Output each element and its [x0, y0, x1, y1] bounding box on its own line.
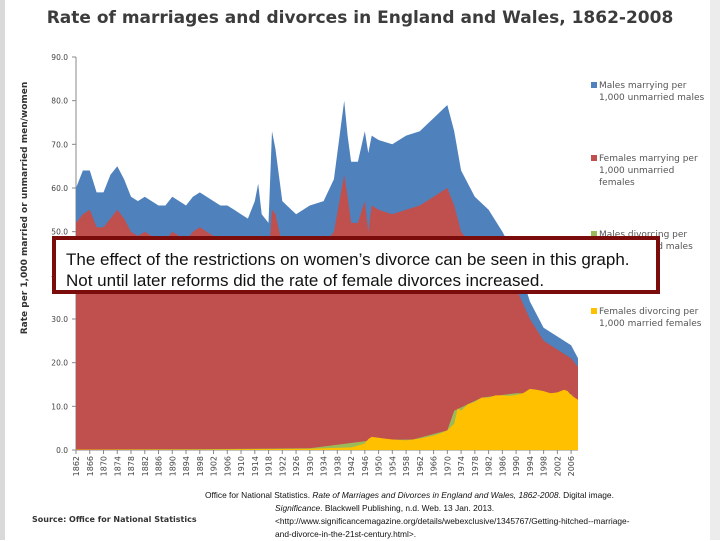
y-tick-label: 70.0	[51, 140, 68, 149]
x-tick-label: 1862	[72, 456, 81, 476]
legend-text: 1,000 married females	[599, 319, 702, 329]
y-tick-label: 10.0	[51, 402, 68, 411]
callout-line-1: The effect of the restrictions on women’…	[66, 250, 630, 269]
x-tick-label: 1866	[86, 456, 95, 476]
legend-text: 1,000 unmarried	[599, 166, 675, 176]
x-tick-label: 1986	[498, 456, 507, 476]
x-tick-label: 1882	[141, 456, 150, 476]
citation-line-1: Office for National Statistics. Rate of …	[205, 489, 715, 502]
x-tick-label: 1934	[320, 456, 329, 476]
y-tick-label: 0.0	[56, 446, 68, 455]
series-area-3	[76, 388, 578, 450]
x-tick-label: 1966	[430, 456, 439, 476]
x-tick-label: 1938	[333, 456, 342, 476]
x-tick-label: 1958	[402, 456, 411, 476]
legend-swatch-green	[591, 231, 597, 237]
y-tick-label: 90.0	[51, 53, 68, 62]
x-tick-label: 2002	[553, 456, 562, 476]
legend-swatch-blue	[591, 82, 597, 88]
x-tick-label: 1990	[512, 456, 521, 476]
x-tick-label: 1950	[375, 456, 384, 476]
x-tick-label: 1898	[196, 456, 205, 476]
x-tick-label: 1894	[182, 456, 191, 476]
citation-author: Office for National Statistics.	[205, 490, 313, 500]
citation-line-2: Significance. Blackwell Publishing, n.d.…	[205, 502, 715, 515]
x-tick-label: 1946	[361, 456, 370, 476]
legend-text: females	[599, 178, 635, 188]
x-tick-label: 1930	[306, 456, 315, 476]
callout-box: The effect of the restrictions on women’…	[52, 236, 660, 294]
x-tick-label: 1874	[113, 456, 122, 476]
chart-title: Rate of marriages and divorces in Englan…	[46, 8, 674, 28]
citation-line-4: and-divorce-in-the-21st-century.html>.	[275, 529, 417, 539]
citation-title: Rate of Marriages and Divorces in Englan…	[312, 490, 559, 500]
x-tick-label: 1906	[223, 456, 232, 476]
x-tick-label: 1926	[292, 456, 301, 476]
citation: Office for National Statistics. Rate of …	[205, 489, 715, 541]
legend-item-females-divorcing: Females divorcing per 1,000 married fema…	[591, 306, 702, 330]
x-tick-label: 1918	[265, 456, 274, 476]
x-tick-label: 2006	[567, 456, 576, 476]
left-border	[0, 0, 5, 540]
x-tick-label: 1878	[127, 456, 136, 476]
legend-text: 1,000 unmarried males	[599, 93, 705, 103]
callout-line-2: Not until later reforms did the rate of …	[66, 271, 545, 290]
x-tick-label: 1922	[278, 456, 287, 476]
x-tick-label: 1970	[443, 456, 452, 476]
x-tick-label: 1886	[155, 456, 164, 476]
right-border	[710, 0, 720, 540]
x-tick-label: 1914	[251, 456, 260, 476]
y-tick-label: 30.0	[51, 315, 68, 324]
legend-swatch-yellow	[591, 308, 597, 314]
x-tick-label: 1994	[526, 456, 535, 476]
x-tick-label: 1902	[210, 456, 219, 476]
legend-text: Females divorcing per	[599, 307, 699, 317]
x-tick-label: 1974	[457, 456, 466, 476]
x-tick-label: 1962	[416, 456, 425, 476]
x-tick-label: 1982	[485, 456, 494, 476]
source-note: Source: Office for National Statistics	[32, 515, 197, 524]
citation-journal: Significance	[275, 503, 321, 513]
legend-item-males-marrying: Males marrying per 1,000 unmarried males	[591, 80, 705, 104]
legend-text: Males marrying per	[599, 81, 687, 91]
y-tick-label: 50.0	[51, 228, 68, 237]
legend-text: Females marrying per	[599, 154, 698, 164]
x-tick-label: 1910	[237, 456, 246, 476]
x-tick-label: 1998	[540, 456, 549, 476]
legend-swatch-red	[591, 155, 597, 161]
citation-line-3: <http://www.significancemagazine.org/det…	[275, 516, 630, 526]
x-tick-label: 1978	[471, 456, 480, 476]
y-tick-label: 60.0	[51, 184, 68, 193]
x-tick-label: 1942	[347, 456, 356, 476]
x-tick-label: 1890	[168, 456, 177, 476]
legend-text: Males divorcing per	[599, 230, 688, 240]
y-tick-label: 80.0	[51, 97, 68, 106]
citation-format: . Digital image.	[558, 490, 614, 500]
x-tick-label: 1954	[388, 456, 397, 476]
legend-item-females-marrying: Females marrying per 1,000 unmarried fem…	[591, 153, 698, 189]
x-tick-label: 1870	[100, 456, 109, 476]
citation-publisher: . Blackwell Publishing, n.d. Web. 13 Jan…	[320, 503, 495, 513]
y-tick-label: 20.0	[51, 359, 68, 368]
